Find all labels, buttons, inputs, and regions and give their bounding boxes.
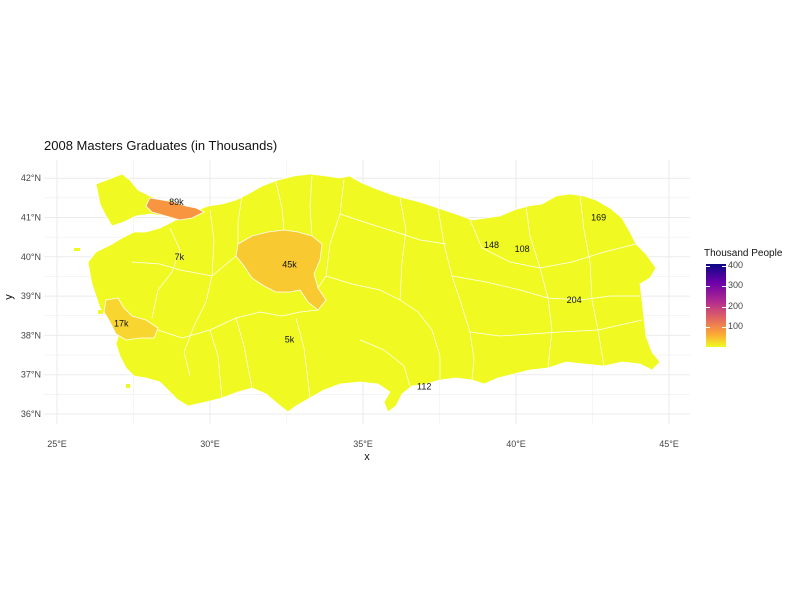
legend-tick-label: 200 xyxy=(728,300,744,311)
legend-tick-mark xyxy=(706,286,710,288)
legend-tick-mark xyxy=(722,306,726,308)
x-axis-title: x xyxy=(364,451,370,463)
province-value-label: 89k xyxy=(169,197,184,207)
izmir-province xyxy=(103,297,159,341)
legend-tick-mark xyxy=(722,286,726,288)
x-tick-label: 30°E xyxy=(200,439,220,449)
province-value-label: 45k xyxy=(282,260,297,270)
province-value-label: 108 xyxy=(515,244,530,254)
legend-title: Thousand People xyxy=(704,248,783,259)
country-map xyxy=(74,173,661,413)
ankara-province xyxy=(235,229,327,311)
legend-colorbar xyxy=(706,264,726,347)
legend-tick-mark xyxy=(706,327,710,328)
province-labels: 89k 7k 45k 17k 5k 148 108 169 204 112 xyxy=(114,197,606,392)
legend-tick-mark xyxy=(722,266,726,267)
anatolia-shape xyxy=(87,173,661,413)
legend-tick-label: 300 xyxy=(728,280,744,291)
x-tick-label: 25°E xyxy=(47,439,67,449)
y-tick-label: 37°N xyxy=(21,370,41,380)
istanbul-province xyxy=(145,197,205,221)
x-tick-label: 35°E xyxy=(353,439,373,449)
y-tick-label: 36°N xyxy=(21,409,41,419)
province-value-label: 169 xyxy=(591,213,606,223)
x-tick-label: 45°E xyxy=(659,439,679,449)
province-value-label: 5k xyxy=(285,334,295,344)
y-axis-title: y xyxy=(3,294,15,300)
legend-tick-mark xyxy=(706,306,710,308)
legend-tick-label: 400 xyxy=(728,260,744,270)
island xyxy=(98,310,103,314)
province-value-label: 204 xyxy=(567,295,582,305)
province-value-label: 17k xyxy=(114,319,129,329)
legend: Thousand People 400 300 200 100 xyxy=(704,248,783,347)
y-tick-label: 41°N xyxy=(21,213,41,223)
legend-tick-label: 100 xyxy=(728,321,744,331)
y-tick-label: 42°N xyxy=(21,173,41,183)
x-tick-label: 40°E xyxy=(506,439,526,449)
y-tick-label: 39°N xyxy=(21,291,41,301)
island xyxy=(74,248,80,251)
province-borders xyxy=(131,175,643,399)
axis-ticks: 25°E 30°E 35°E 40°E 45°E 42°N 41°N 40°N 39°N 38°N… xyxy=(21,173,679,449)
map-title: 2008 Masters Graduates (in Thousands) xyxy=(44,138,278,153)
province-value-label: 7k xyxy=(175,252,185,262)
y-tick-label: 40°N xyxy=(21,252,41,262)
legend-tick-mark xyxy=(706,266,710,267)
province-value-label: 112 xyxy=(417,381,431,391)
province-value-label: 148 xyxy=(484,240,499,250)
island xyxy=(126,384,130,388)
legend-tick-mark xyxy=(722,327,726,328)
y-tick-label: 38°N xyxy=(21,330,41,340)
